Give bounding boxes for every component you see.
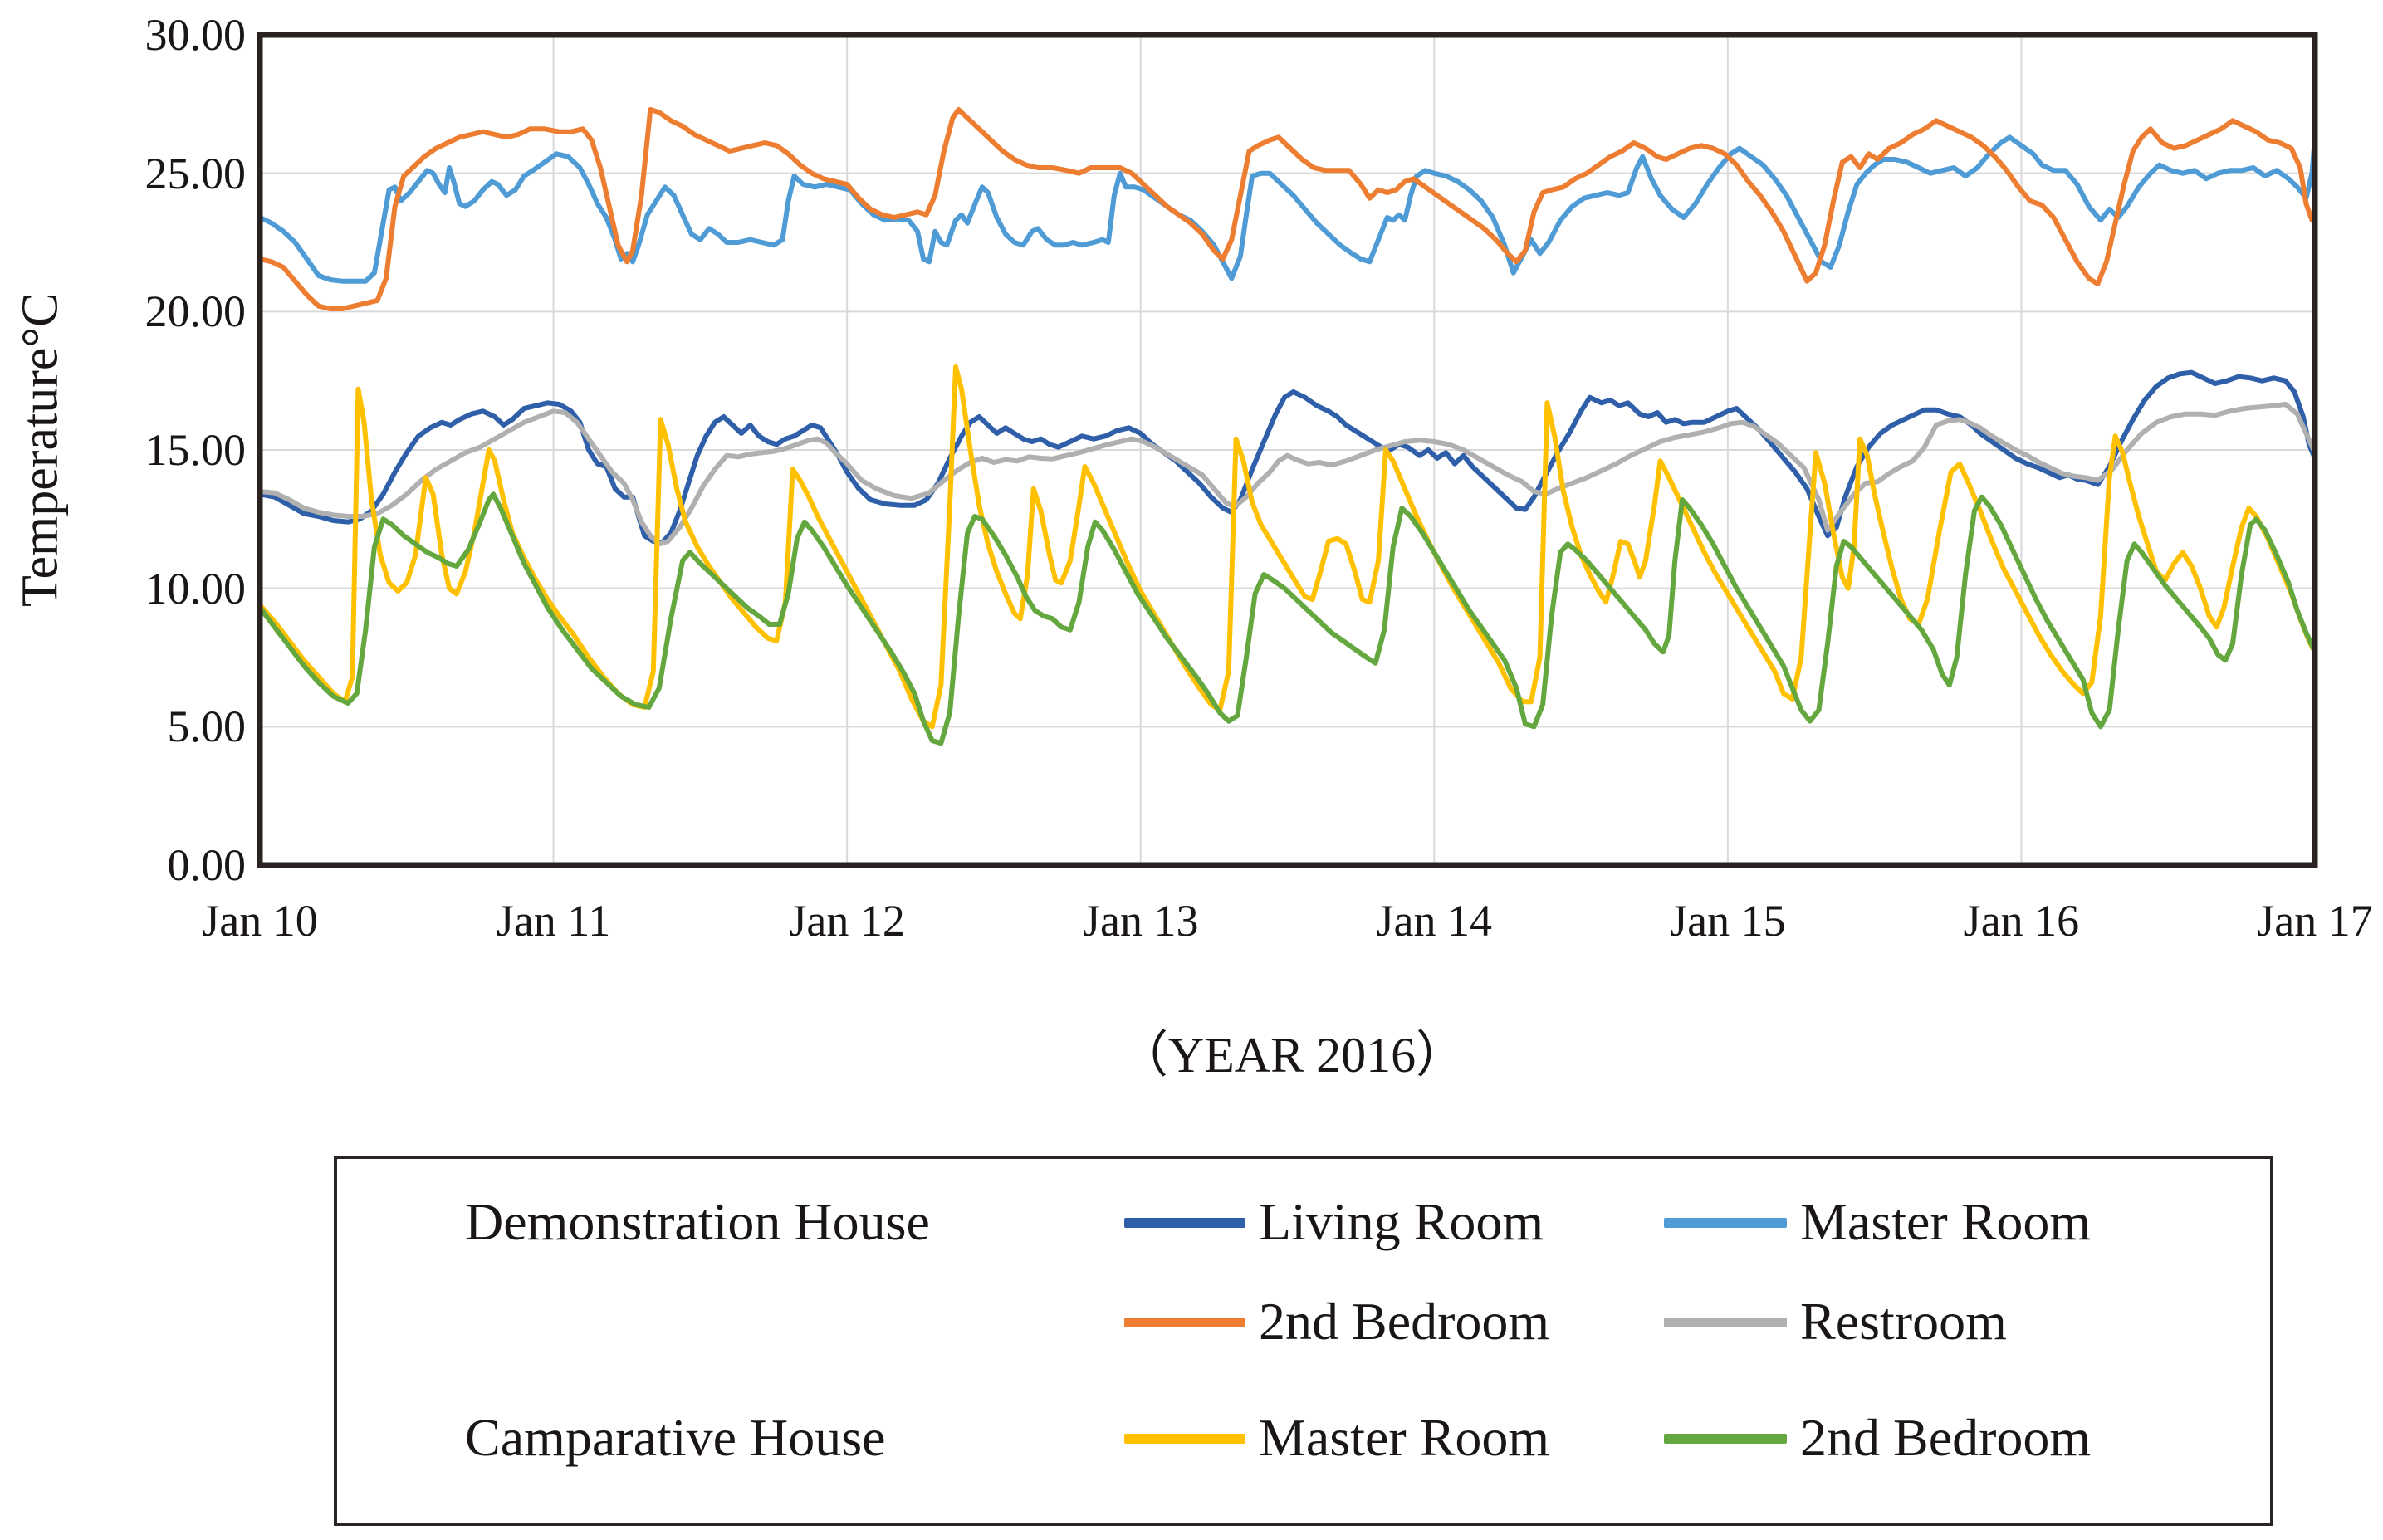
y-tick-label: 10.00 [144, 563, 247, 614]
series-line-comp-2nd-bedroom [257, 491, 2317, 746]
legend-swatch-restroom [1664, 1318, 1787, 1327]
chart-legend: Demonstration House Living Room Master R… [334, 1156, 2273, 1526]
y-axis-title: Temperature°C [12, 292, 69, 608]
y-tick-label: 20.00 [144, 286, 247, 337]
series-line-demo-master-room [257, 134, 2317, 284]
legend-row-camparative: Camparative House Master Room 2nd Bedroo… [337, 1405, 2270, 1471]
x-tick-label: Jan 12 [789, 896, 905, 946]
x-tick-label: Jan 14 [1376, 896, 1493, 946]
legend-row-demonstration: Demonstration House Living Room Master R… [337, 1189, 2270, 1255]
legend-label-master-room-comp: Master Room [1259, 1408, 1550, 1467]
series-line-comp-master-room [257, 364, 2317, 730]
x-tick-label: Jan 10 [202, 896, 318, 946]
x-tick-label: Jan 15 [1670, 896, 1786, 946]
legend-swatch-master-room-comp [1124, 1434, 1245, 1444]
legend-swatch-master-room-demo [1664, 1218, 1787, 1228]
legend-row-demonstration-2: 2nd Bedroom Restroom [337, 1288, 2270, 1355]
y-tick-label: 0.00 [167, 840, 247, 890]
x-axis-caption: （YEAR 2016） [1118, 1028, 1466, 1083]
plot-frame [257, 32, 2318, 868]
series-line-demo-2nd-bedroom [257, 107, 2317, 311]
y-tick-label: 30.00 [144, 10, 247, 60]
x-tick-label: Jan 16 [1963, 896, 2080, 946]
legend-group-label-camparative: Camparative House [465, 1408, 886, 1467]
x-tick-label: Jan 11 [496, 896, 611, 946]
legend-label-living-room: Living Room [1259, 1192, 1544, 1251]
legend-swatch-living-room [1124, 1218, 1245, 1228]
series-line-demo-restroom [257, 402, 2317, 547]
x-tick-label: Jan 17 [2257, 896, 2373, 946]
legend-label-restroom: Restroom [1800, 1292, 2007, 1351]
legend-label-master-room-demo: Master Room [1800, 1192, 2092, 1251]
legend-swatch-2nd-bedroom-demo [1124, 1318, 1245, 1327]
legend-label-2nd-bedroom-comp: 2nd Bedroom [1800, 1408, 2092, 1467]
y-tick-label: 5.00 [167, 702, 247, 752]
x-tick-label: Jan 13 [1082, 896, 1199, 946]
y-tick-label: 25.00 [144, 148, 247, 198]
legend-swatch-2nd-bedroom-comp [1664, 1434, 1787, 1444]
legend-group-label-demonstration: Demonstration House [465, 1192, 930, 1251]
y-tick-label: 15.00 [144, 425, 247, 475]
legend-label-2nd-bedroom-demo: 2nd Bedroom [1259, 1292, 1550, 1351]
